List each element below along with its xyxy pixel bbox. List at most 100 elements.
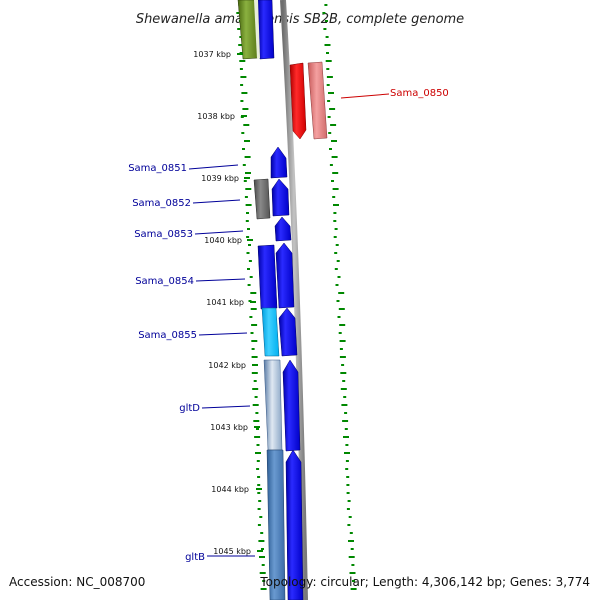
gc-content-dot	[346, 484, 350, 486]
gc-skew-dot	[243, 180, 247, 182]
gc-skew-dot	[249, 316, 253, 318]
gc-content-dot	[341, 364, 345, 366]
gene-label-gltd[interactable]: gltD	[179, 403, 200, 414]
axis-tick-label: 1042 kbp	[208, 361, 246, 370]
cog-cyan-block[interactable]	[261, 307, 280, 357]
gc-skew-dot	[237, 28, 241, 30]
gc-content-dot	[345, 468, 349, 470]
gc-skew-dot	[244, 156, 251, 158]
gc-content-dot	[350, 588, 357, 590]
gc-content-dot	[342, 420, 349, 422]
gc-skew-dot	[255, 452, 261, 454]
axis-tick-label: 1043 kbp	[210, 423, 248, 432]
gc-content-dot	[351, 564, 355, 566]
gc-content-dot	[352, 580, 355, 582]
gene-label-sama-0850[interactable]: Sama_0850	[390, 88, 449, 99]
gc-skew-dot	[259, 516, 263, 518]
gc-content-dot	[333, 220, 337, 222]
gc-skew-dot	[260, 532, 264, 534]
gc-skew-dot	[246, 212, 249, 214]
gc-content-dot	[328, 132, 332, 134]
gc-skew-dot	[257, 484, 261, 486]
gc-skew-dot	[259, 572, 266, 574]
gc-content-dot	[337, 316, 341, 318]
gc-content-dot	[348, 556, 355, 558]
genome-summary-text: Topology: circular; Length: 4,306,142 bp…	[259, 575, 590, 589]
gc-content-dot	[334, 268, 338, 270]
gene-sama-0852[interactable]	[271, 178, 290, 217]
gc-skew-dot	[247, 228, 250, 230]
gene-gltd[interactable]	[282, 359, 301, 452]
gc-content-dot	[335, 244, 339, 246]
cog-steel-block[interactable]	[266, 449, 286, 600]
gc-skew-dot	[245, 220, 249, 222]
label-leader-gltd	[201, 405, 251, 409]
label-leader-sama-0855	[198, 332, 248, 336]
gc-content-dot	[336, 300, 340, 302]
gene-sama-0851[interactable]	[270, 146, 288, 179]
map-title: Shewanella amazonensis SB2B, complete ge…	[136, 12, 464, 27]
gc-content-dot	[343, 436, 349, 438]
gc-content-dot	[327, 100, 331, 102]
label-leader-sama-0853	[194, 230, 244, 235]
gene-label-sama-0854[interactable]: Sama_0854	[135, 276, 194, 287]
gc-content-dot	[336, 260, 340, 262]
gc-content-dot	[340, 388, 347, 390]
gc-skew-dot	[253, 380, 257, 382]
gc-content-dot	[337, 276, 341, 278]
gc-skew-dot	[261, 548, 264, 550]
gene-label-gltb[interactable]: gltB	[185, 552, 205, 563]
gc-skew-dot	[257, 476, 261, 478]
gc-skew-dot	[257, 508, 261, 510]
gc-skew-dot	[241, 132, 245, 134]
gc-content-dot	[325, 60, 332, 62]
gc-content-dot	[329, 148, 332, 150]
gc-content-dot	[344, 428, 348, 430]
gc-skew-dot	[243, 124, 250, 126]
gc-skew-dot	[256, 428, 259, 430]
gc-skew-dot	[257, 492, 261, 494]
gc-content-dot	[339, 356, 346, 358]
gene-label-sama-0852[interactable]: Sama_0852	[132, 198, 191, 209]
gene-label-sama-0855[interactable]: Sama_0855	[138, 330, 197, 341]
axis-tick-label: 1044 kbp	[211, 485, 249, 494]
gc-content-dot	[343, 396, 347, 398]
axis-tick-label: 1040 kbp	[204, 236, 242, 245]
gc-content-dot	[327, 116, 331, 118]
gene-gltb[interactable]	[285, 449, 304, 600]
gc-content-dot	[331, 156, 338, 158]
gc-skew-dot	[241, 92, 248, 94]
accession-text: Accession: NC_008700	[9, 575, 145, 589]
gc-content-dot	[349, 532, 353, 534]
gc-skew-dot	[239, 60, 246, 62]
gene-forward-top[interactable]	[257, 0, 275, 60]
gene-sama-0854[interactable]	[275, 242, 295, 309]
gc-content-dot	[339, 340, 346, 342]
gc-content-dot	[339, 348, 343, 350]
gc-content-dot	[326, 68, 330, 70]
gc-skew-dot	[245, 188, 252, 190]
gene-sama-0850-reverse[interactable]	[289, 62, 307, 140]
gc-content-dot	[328, 92, 334, 94]
axis-tick-label: 1039 kbp	[201, 174, 239, 183]
label-leader-sama-0854	[195, 278, 246, 282]
gc-content-dot	[347, 500, 351, 502]
gc-skew-dot	[256, 460, 260, 462]
gene-sama-0855[interactable]	[278, 307, 298, 357]
gc-skew-dot	[242, 164, 246, 166]
gc-skew-dot	[246, 236, 250, 238]
gc-content-dot	[326, 52, 329, 54]
cog-blue-block[interactable]	[257, 244, 278, 310]
gc-content-dot	[329, 164, 333, 166]
gene-reverse-partner[interactable]	[307, 61, 328, 140]
gc-skew-dot	[248, 260, 252, 262]
gene-label-sama-0851[interactable]: Sama_0851	[128, 163, 187, 174]
gene-sama-0853[interactable]	[274, 216, 292, 242]
gene-label-sama-0853[interactable]: Sama_0853	[134, 229, 193, 240]
cog-lightsteel-block[interactable]	[263, 359, 283, 451]
cog-gray-block[interactable]	[253, 178, 271, 220]
gc-skew-dot	[252, 388, 259, 390]
gc-skew-dot	[252, 404, 259, 406]
gc-content-dot	[332, 196, 336, 198]
gc-skew-dot	[240, 100, 244, 102]
